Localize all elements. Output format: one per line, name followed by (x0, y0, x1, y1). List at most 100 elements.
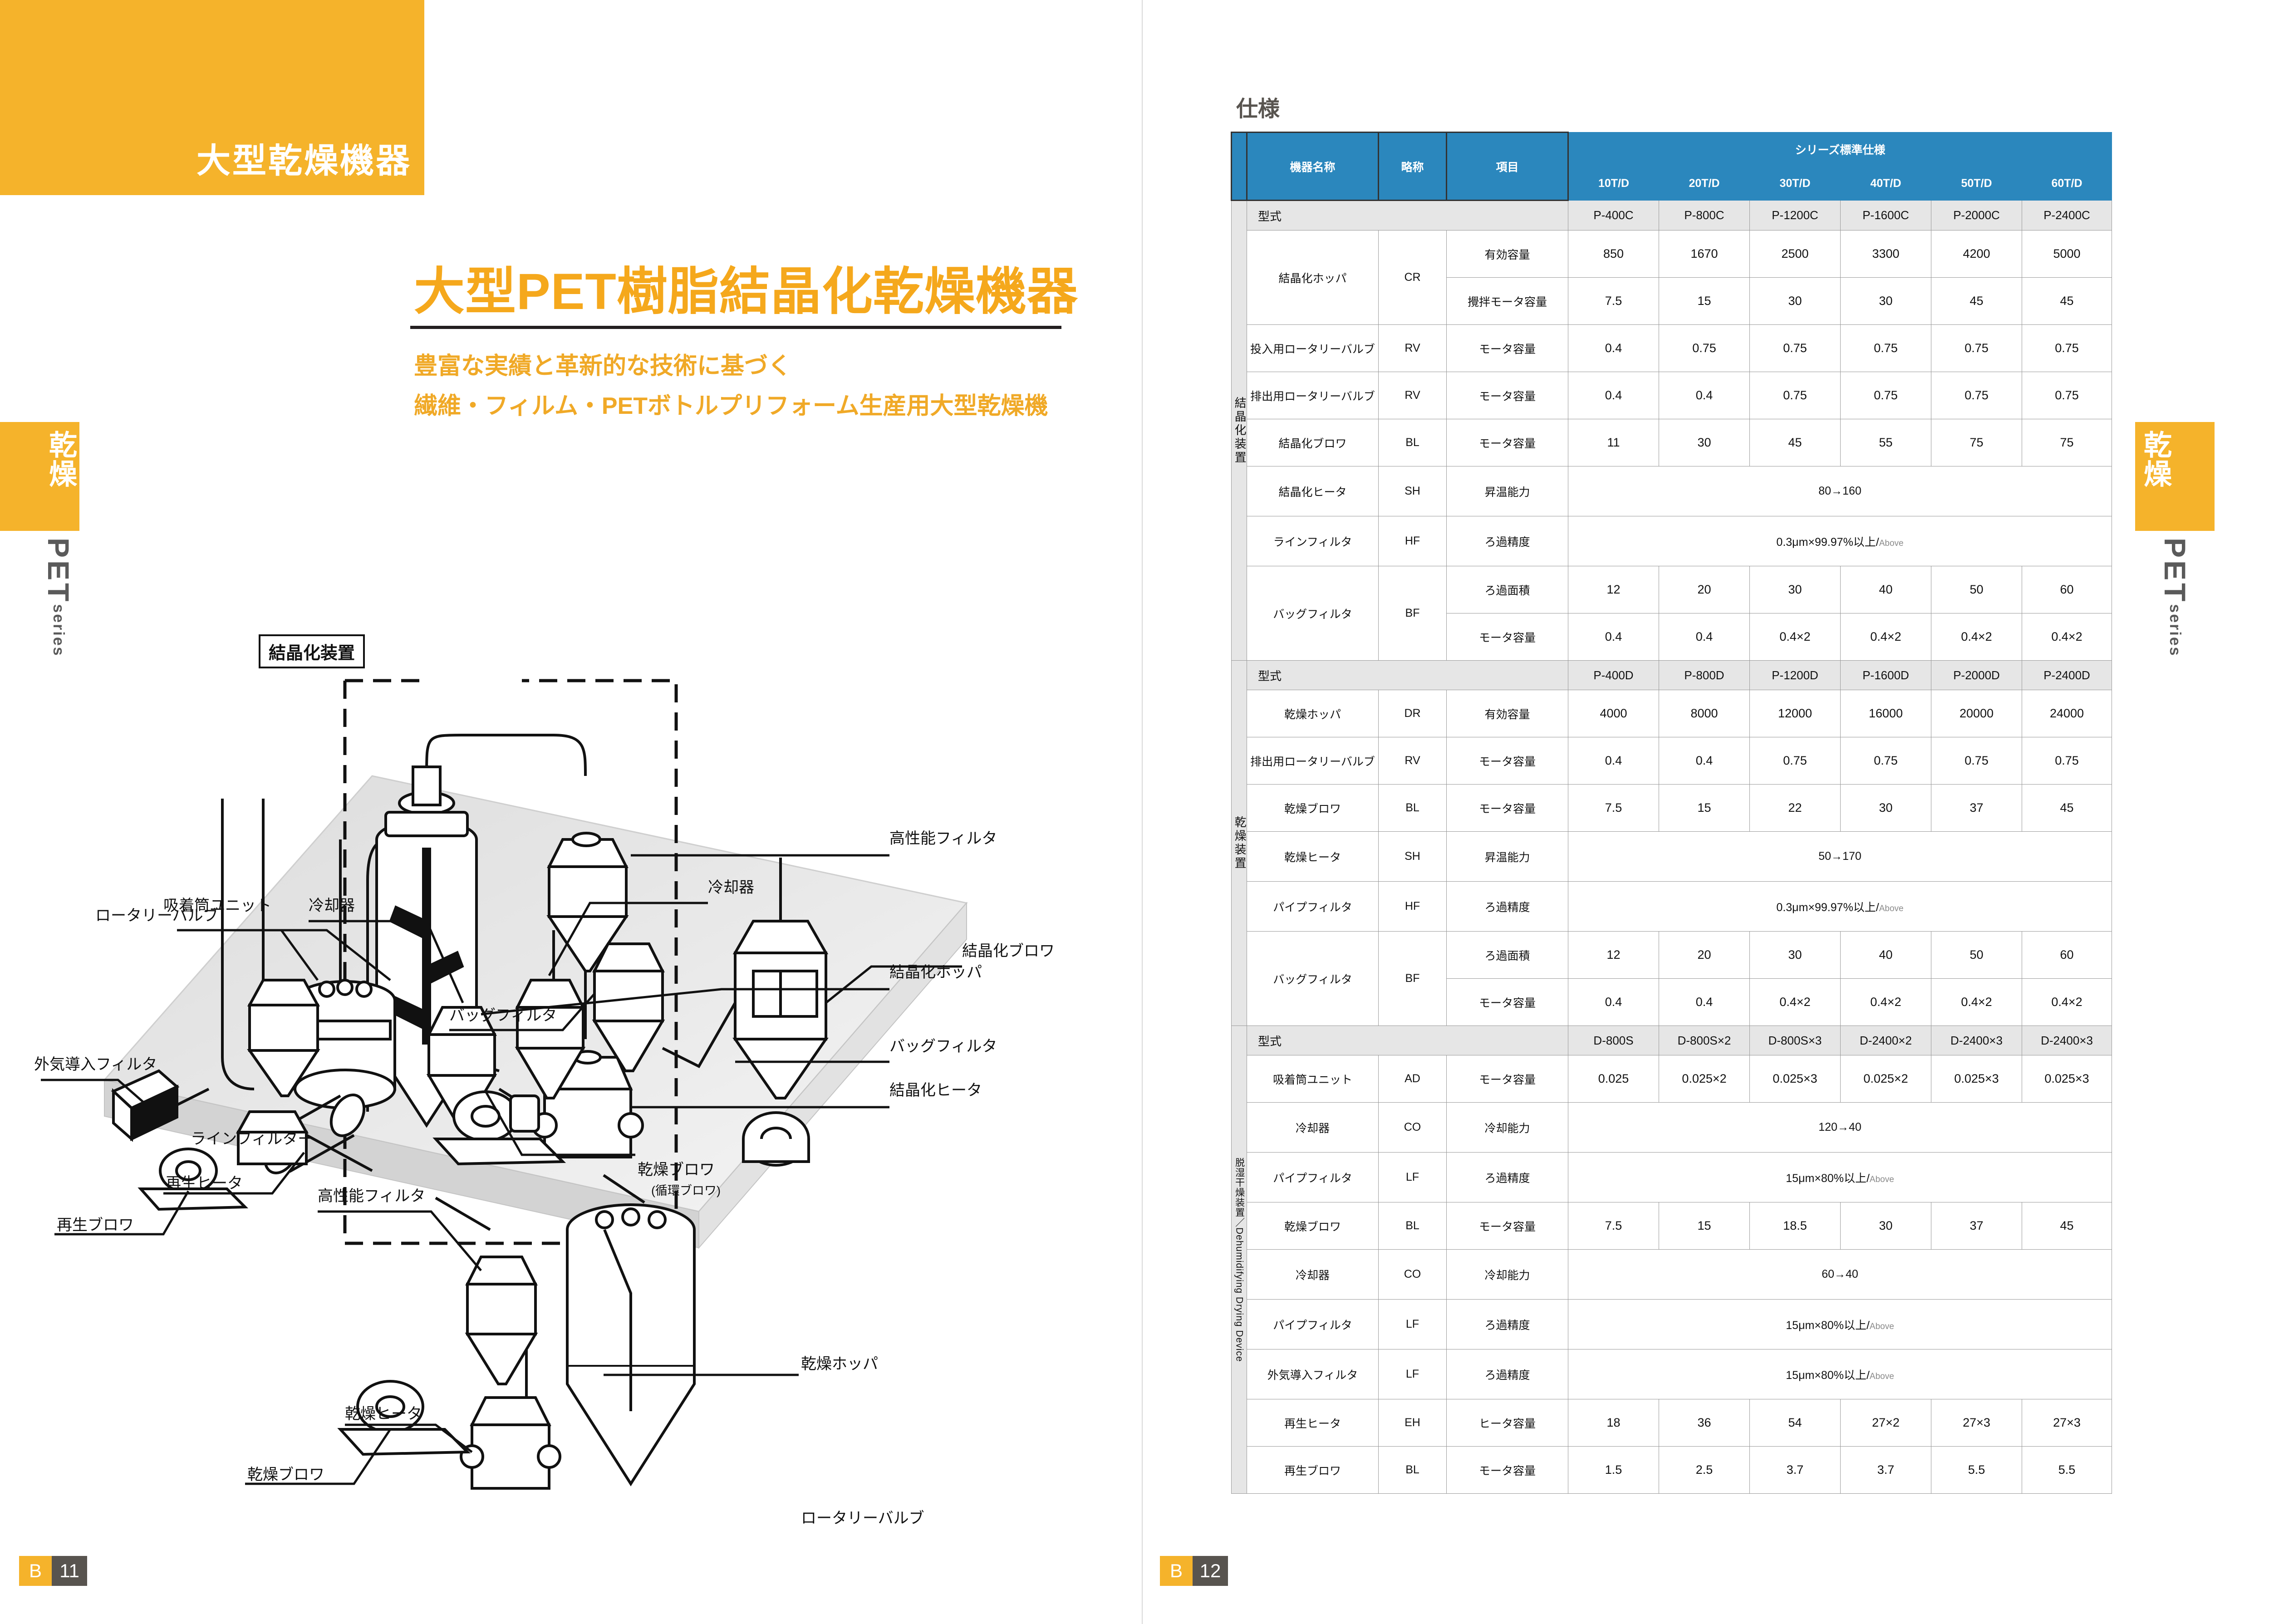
table-cell-equipment-name: 乾燥ヒータ (1247, 831, 1379, 882)
diagram-label-high-performance-filter-1: 高性能フィルタ (889, 830, 997, 847)
table-cell-equipment-name: 排出用ロータリーバルブ (1247, 737, 1379, 785)
table-cell-abbr: HF (1378, 881, 1447, 932)
table-cell-model-label: 型式 (1247, 200, 1568, 231)
table-cell-value: 36 (1659, 1399, 1750, 1447)
table-cell-value: 0.4 (1659, 372, 1750, 419)
table-cell-item: ろ過精度 (1446, 1349, 1568, 1399)
table-cell-value: 5.5 (1931, 1446, 2022, 1494)
diagram-label-crystallization-heater: 結晶化ヒータ (889, 1082, 982, 1099)
table-cell-abbr: EH (1378, 1399, 1447, 1447)
table-row: 乾燥ブロワ BL モータ容量 7.5 15 22 30 37 45 (1232, 784, 2112, 832)
table-cell-value: 27×2 (1840, 1399, 1931, 1447)
table-cell-equipment-name: パイプフィルタ (1247, 881, 1379, 932)
diagram-label-cooler-2: 冷却器 (708, 879, 754, 896)
table-cell-item: モータ容量 (1446, 737, 1568, 785)
table-cell-value: 30 (1840, 1202, 1931, 1250)
table-cell-equipment-name: 冷却器 (1247, 1249, 1379, 1300)
table-cell-item: 冷却能力 (1446, 1102, 1568, 1153)
table-cell-span-value: 15μm×80%以上/Above (1567, 1152, 2112, 1202)
page-title: 大型PET樹脂結晶化乾燥機器 (414, 263, 1078, 320)
table-row: 外気導入フィルタ LF ろ過精度 15μm×80%以上/Above (1232, 1349, 2112, 1399)
table-cell-equipment-name: 排出用ロータリーバルブ (1247, 372, 1379, 419)
table-cell-value: 50 (1931, 931, 2022, 979)
table-cell-abbr: CO (1378, 1249, 1447, 1300)
table-cell-value: 12000 (1749, 690, 1841, 737)
table-section-group-label: 乾燥装置 (1231, 660, 1247, 1026)
table-cell-value: 12 (1568, 566, 1659, 613)
table-row: 乾燥ヒータ SH 昇温能力 50→170 (1232, 831, 2112, 882)
table-cell-abbr: RV (1378, 737, 1447, 785)
table-cell-abbr: LF (1378, 1152, 1447, 1202)
th-cap-50: 50T/D (1931, 166, 2022, 201)
th-cap-30: 30T/D (1749, 166, 1841, 201)
table-cell-model-value: P-2400D (2021, 660, 2112, 690)
table-cell-item: モータ容量 (1446, 978, 1568, 1026)
table-cell-value: 45 (2021, 1202, 2112, 1250)
table-cell-value: 3.7 (1749, 1446, 1841, 1494)
table-cell-value: 60 (2021, 566, 2112, 613)
table-row: モータ容量 0.4 0.4 0.4×2 0.4×2 0.4×2 0.4×2 (1232, 978, 2112, 1026)
table-cell-model-value: D-800S (1568, 1025, 1659, 1055)
table-cell-value: 1670 (1659, 230, 1750, 278)
table-cell-value: 0.4×2 (2021, 613, 2112, 661)
table-cell-equipment-name: 乾燥ブロワ (1247, 1202, 1379, 1250)
side-series-main-right: PET (2158, 538, 2192, 604)
table-cell-model-label: 型式 (1247, 1025, 1568, 1055)
table-cell-model-value: D-2400×3 (2021, 1025, 2112, 1055)
table-cell-value: 0.4 (1659, 737, 1750, 785)
diagram-label-regeneration-heater: 再生ヒータ (166, 1175, 243, 1192)
table-cell-value: 37 (1931, 784, 2022, 832)
page-number-value-right: 12 (1193, 1556, 1228, 1586)
table-cell-abbr: BL (1378, 419, 1447, 466)
th-abbr: 略称 (1378, 132, 1447, 201)
table-cell-value: 1.5 (1568, 1446, 1659, 1494)
table-cell-model-value: P-1600D (1840, 660, 1931, 690)
table-cell-value: 5.5 (2021, 1446, 2112, 1494)
table-row: ラインフィルタ HF ろ過精度 0.3μm×99.97%以上/Above (1232, 516, 2112, 566)
table-cell-value: 20 (1659, 931, 1750, 979)
diagram-label-bag-filter-left: バッグフィルタ (449, 1007, 557, 1024)
outside-air-filter (111, 1069, 180, 1142)
table-cell-item: 有効容量 (1446, 690, 1568, 737)
table-cell-equipment-name: 結晶化ヒータ (1247, 466, 1379, 516)
table-cell-equipment-name: パイプフィルタ (1247, 1152, 1379, 1202)
page-letter-right: B (1160, 1556, 1193, 1586)
table-cell-abbr: BL (1378, 1446, 1447, 1494)
table-cell-value: 15 (1659, 1202, 1750, 1250)
table-row: 吸着筒ユニット AD モータ容量 0.025 0.025×2 0.025×3 0.025×2… (1232, 1055, 2112, 1103)
th-cap-60: 60T/D (2021, 166, 2112, 201)
crystallization-blower (742, 1111, 810, 1167)
table-row: モータ容量 0.4 0.4 0.4×2 0.4×2 0.4×2 0.4×2 (1232, 613, 2112, 661)
table-cell-value: 850 (1568, 230, 1659, 278)
table-cell-model-value: D-800S×2 (1659, 1025, 1750, 1055)
spec-table-head: 機器名称 略称 項目 シリーズ標準仕様 10T/D 20T/D 30T/D 40… (1231, 132, 2112, 201)
subtitle-line-2: 繊維・フィルム・PETボトルプリフォーム生産用大型乾燥機 (414, 393, 1048, 419)
diagram-label-line-filter: ラインフィルター (191, 1130, 314, 1148)
table-cell-span-value: 80→160 (1567, 466, 2112, 516)
table-cell-value: 0.75 (1749, 372, 1841, 419)
table-cell-item: モータ容量 (1446, 419, 1568, 466)
table-cell-equipment-name: 冷却器 (1247, 1102, 1379, 1153)
table-cell-value: 54 (1749, 1399, 1841, 1447)
table-row: 冷却器 CO 冷却能力 60→40 (1232, 1249, 2112, 1300)
subtitle-line-1: 豊富な実績と革新的な技術に基づく (414, 353, 792, 379)
table-cell-item: ろ過精度 (1446, 1299, 1568, 1349)
table-cell-equipment-name: 再生ヒータ (1247, 1399, 1379, 1447)
table-cell-item: モータ容量 (1446, 784, 1568, 832)
th-cap-10: 10T/D (1568, 166, 1659, 201)
table-cell-value: 16000 (1840, 690, 1931, 737)
table-cell-item: モータ容量 (1446, 1202, 1568, 1250)
side-series-left: PETseries (42, 538, 75, 657)
table-cell-value: 0.4 (1568, 613, 1659, 661)
table-cell-value: 0.4 (1659, 978, 1750, 1026)
table-cell-span-value: 0.3μm×99.97%以上/Above (1567, 516, 2112, 566)
side-series-sub-left: series (50, 604, 67, 657)
table-cell-value: 0.025×2 (1840, 1055, 1931, 1103)
table-cell-value: 0.4×2 (2021, 978, 2112, 1026)
page-number-left: B 11 (19, 1556, 88, 1586)
table-cell-value: 0.025 (1568, 1055, 1659, 1103)
diagram-label-high-performance-filter-2: 高性能フィルタ (318, 1187, 426, 1205)
equipment-diagram: 結晶化装置 高性能フィルタ 結晶化ホッパ 結晶化ヒータ ロータリーバルブ 冷却器… (27, 522, 1116, 1527)
table-cell-equipment-name: 投入用ロータリーバルブ (1247, 324, 1379, 372)
table-section-group-label: 結晶化装置 (1231, 200, 1247, 661)
